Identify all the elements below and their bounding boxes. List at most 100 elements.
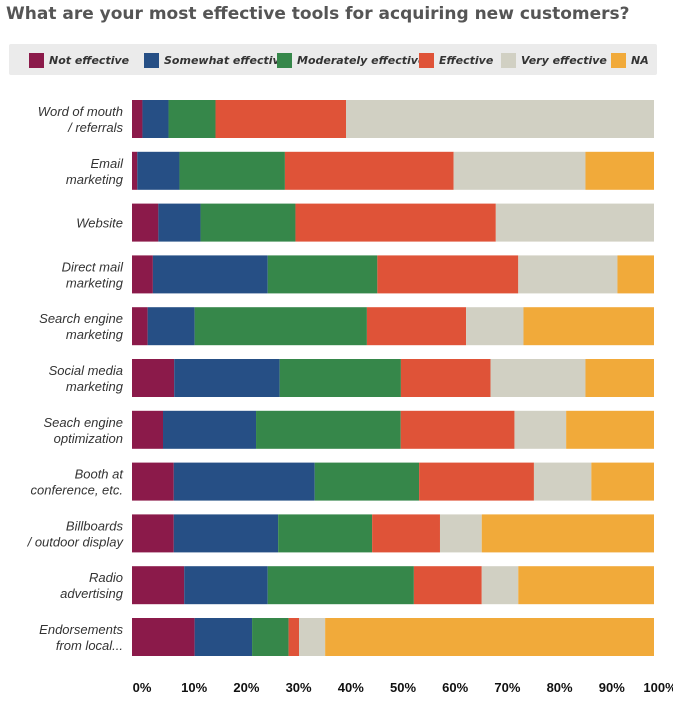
x-tick-label: 60% — [442, 680, 468, 695]
legend-swatch-very-effective — [501, 52, 516, 68]
bar-segment-very-effective — [533, 462, 592, 501]
bar-segment-na — [566, 410, 654, 449]
legend-swatch-somewhat-effective — [144, 52, 159, 68]
bar-segment-very-effective — [346, 100, 654, 138]
bar-segment-very-effective — [299, 618, 326, 656]
bar-segment-very-effective — [490, 359, 586, 397]
bar-segment-na — [325, 618, 654, 656]
x-tick-label: 30% — [286, 680, 312, 695]
category-label: Search engine marketing — [39, 311, 124, 342]
category-label-line: Seach engine — [43, 415, 123, 430]
category-label-line: conference, etc. — [31, 483, 124, 498]
bar-segment-not-effective — [132, 359, 175, 397]
bar-segment-na — [518, 566, 654, 605]
legend-item-effective: Effective — [419, 52, 493, 68]
bar-segment-moderately-effective — [256, 410, 401, 449]
category-label: Word of mouth / referrals — [38, 104, 124, 135]
bar-segment-not-effective — [132, 618, 195, 656]
category-label-line: marketing — [66, 172, 124, 187]
bar-segment-not-effective — [132, 462, 174, 501]
x-tick-label: 40% — [338, 680, 364, 695]
category-label: Email marketing — [66, 156, 124, 187]
category-label-line: marketing — [66, 275, 124, 290]
x-tick-label: 80% — [547, 680, 573, 695]
category-label-line: Billboards — [66, 518, 124, 533]
bar-segment-somewhat-effective — [163, 410, 257, 449]
category-label-line: marketing — [66, 327, 124, 342]
bar-segment-somewhat-effective — [137, 151, 180, 190]
bar-segment-moderately-effective — [278, 514, 373, 553]
legend-item-very-effective: Very effective — [501, 52, 607, 68]
category-label-line: Email — [90, 156, 124, 171]
category-label: Direct mail marketing — [62, 259, 125, 290]
bar-segment-somewhat-effective — [174, 359, 280, 397]
chart-legend: Not effective Somewhat effective Moderat… — [9, 44, 657, 75]
bar-segment-na — [585, 151, 654, 190]
legend-label-na: NA — [631, 53, 649, 67]
bar-segment-moderately-effective — [279, 359, 401, 397]
legend-item-na: NA — [611, 52, 649, 68]
category-label-line: from local... — [56, 638, 123, 653]
bar-segment-not-effective — [132, 566, 185, 605]
bar-segment-na — [523, 307, 654, 346]
category-label-line: Booth at — [75, 467, 125, 482]
x-tick-label: 50% — [390, 680, 416, 695]
x-tick-label: 100% — [643, 680, 673, 695]
bar-segment-effective — [284, 151, 454, 190]
category-label-line: Direct mail — [62, 259, 125, 274]
category-label-line: / referrals — [67, 120, 123, 135]
bar-segment-effective — [413, 566, 482, 605]
bar-segment-na — [481, 514, 654, 553]
legend-label-somewhat-effective: Somewhat effective — [164, 53, 288, 67]
category-label-line: Website — [76, 216, 123, 231]
x-tick-label: 10% — [181, 680, 207, 695]
bar-segment-na — [591, 462, 654, 501]
bar-segment-somewhat-effective — [194, 618, 253, 656]
category-label-line: / outdoor display — [27, 534, 125, 549]
category-label: Booth at conference, etc. — [31, 467, 125, 498]
x-tick-label: 90% — [599, 680, 625, 695]
category-label-line: Search engine — [39, 311, 123, 326]
bar-segment-very-effective — [518, 255, 618, 294]
bar-segment-somewhat-effective — [142, 100, 169, 138]
bar-segment-very-effective — [453, 151, 586, 190]
bar-segment-effective — [372, 514, 440, 553]
category-label-line: Radio — [89, 570, 123, 585]
bar-segment-effective — [377, 255, 519, 294]
bar-segment-effective — [400, 359, 491, 397]
bar-segment-not-effective — [132, 410, 164, 449]
bar-segment-effective — [215, 100, 347, 138]
category-label: Radio advertising — [60, 570, 124, 601]
legend-swatch-na — [611, 52, 626, 68]
category-label-line: advertising — [60, 586, 124, 601]
bar-segment-moderately-effective — [200, 203, 296, 242]
legend-swatch-moderately-effective — [277, 52, 292, 68]
legend-item-not-effective: Not effective — [29, 52, 129, 68]
category-label: Website — [76, 216, 123, 231]
legend-label-effective: Effective — [439, 53, 494, 67]
bar-segment-somewhat-effective — [184, 566, 268, 605]
bar-segment-moderately-effective — [267, 255, 378, 294]
bar-segment-not-effective — [132, 151, 138, 190]
bar-segment-very-effective — [466, 307, 524, 346]
legend-label-very-effective: Very effective — [521, 53, 607, 67]
bar-segment-very-effective — [514, 410, 567, 449]
chart-title: What are your most effective tools for a… — [6, 4, 630, 24]
x-tick-label: 70% — [494, 680, 520, 695]
category-label: Social media marketing — [49, 363, 124, 394]
legend-swatch-effective — [419, 52, 434, 68]
category-label-line: Word of mouth — [38, 104, 123, 119]
x-tick-label: 20% — [233, 680, 259, 695]
bar-segment-effective — [295, 203, 496, 242]
bar-segment-na — [617, 255, 654, 294]
legend-label-moderately-effective: Moderately effective — [297, 53, 426, 67]
bar-segment-effective — [366, 307, 467, 346]
bar-segment-not-effective — [132, 307, 148, 346]
bar-segment-moderately-effective — [267, 566, 414, 605]
bar-segment-somewhat-effective — [147, 307, 195, 346]
legend-item-moderately-effective: Moderately effective — [277, 52, 425, 68]
bar-segment-not-effective — [132, 514, 174, 553]
category-label: Billboards / outdoor display — [27, 518, 125, 549]
bar-segment-not-effective — [132, 255, 153, 294]
